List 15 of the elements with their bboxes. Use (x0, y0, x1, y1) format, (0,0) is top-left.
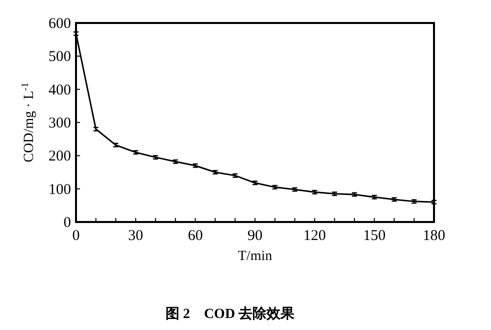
x-tick-label: 180 (422, 228, 446, 244)
text: 图 2 COD 去除效果 (165, 306, 296, 322)
x-tick-label: 30 (128, 228, 144, 244)
y-tick-label: 300 (48, 116, 71, 132)
y-tick-label: 400 (48, 82, 71, 98)
x-tick-label: 120 (303, 228, 326, 244)
x-axis-title: T/min (238, 249, 272, 264)
y-tick-label: 100 (48, 182, 71, 198)
y-tick-label: 600 (48, 16, 71, 32)
y-tick-label: 500 (48, 49, 71, 66)
y-tick-label: 0 (64, 215, 71, 231)
x-tick-label: 60 (188, 228, 203, 244)
x-tick-label: 150 (363, 228, 386, 244)
y-tick-label: 200 (48, 148, 71, 165)
x-tick-label: 90 (248, 228, 262, 244)
